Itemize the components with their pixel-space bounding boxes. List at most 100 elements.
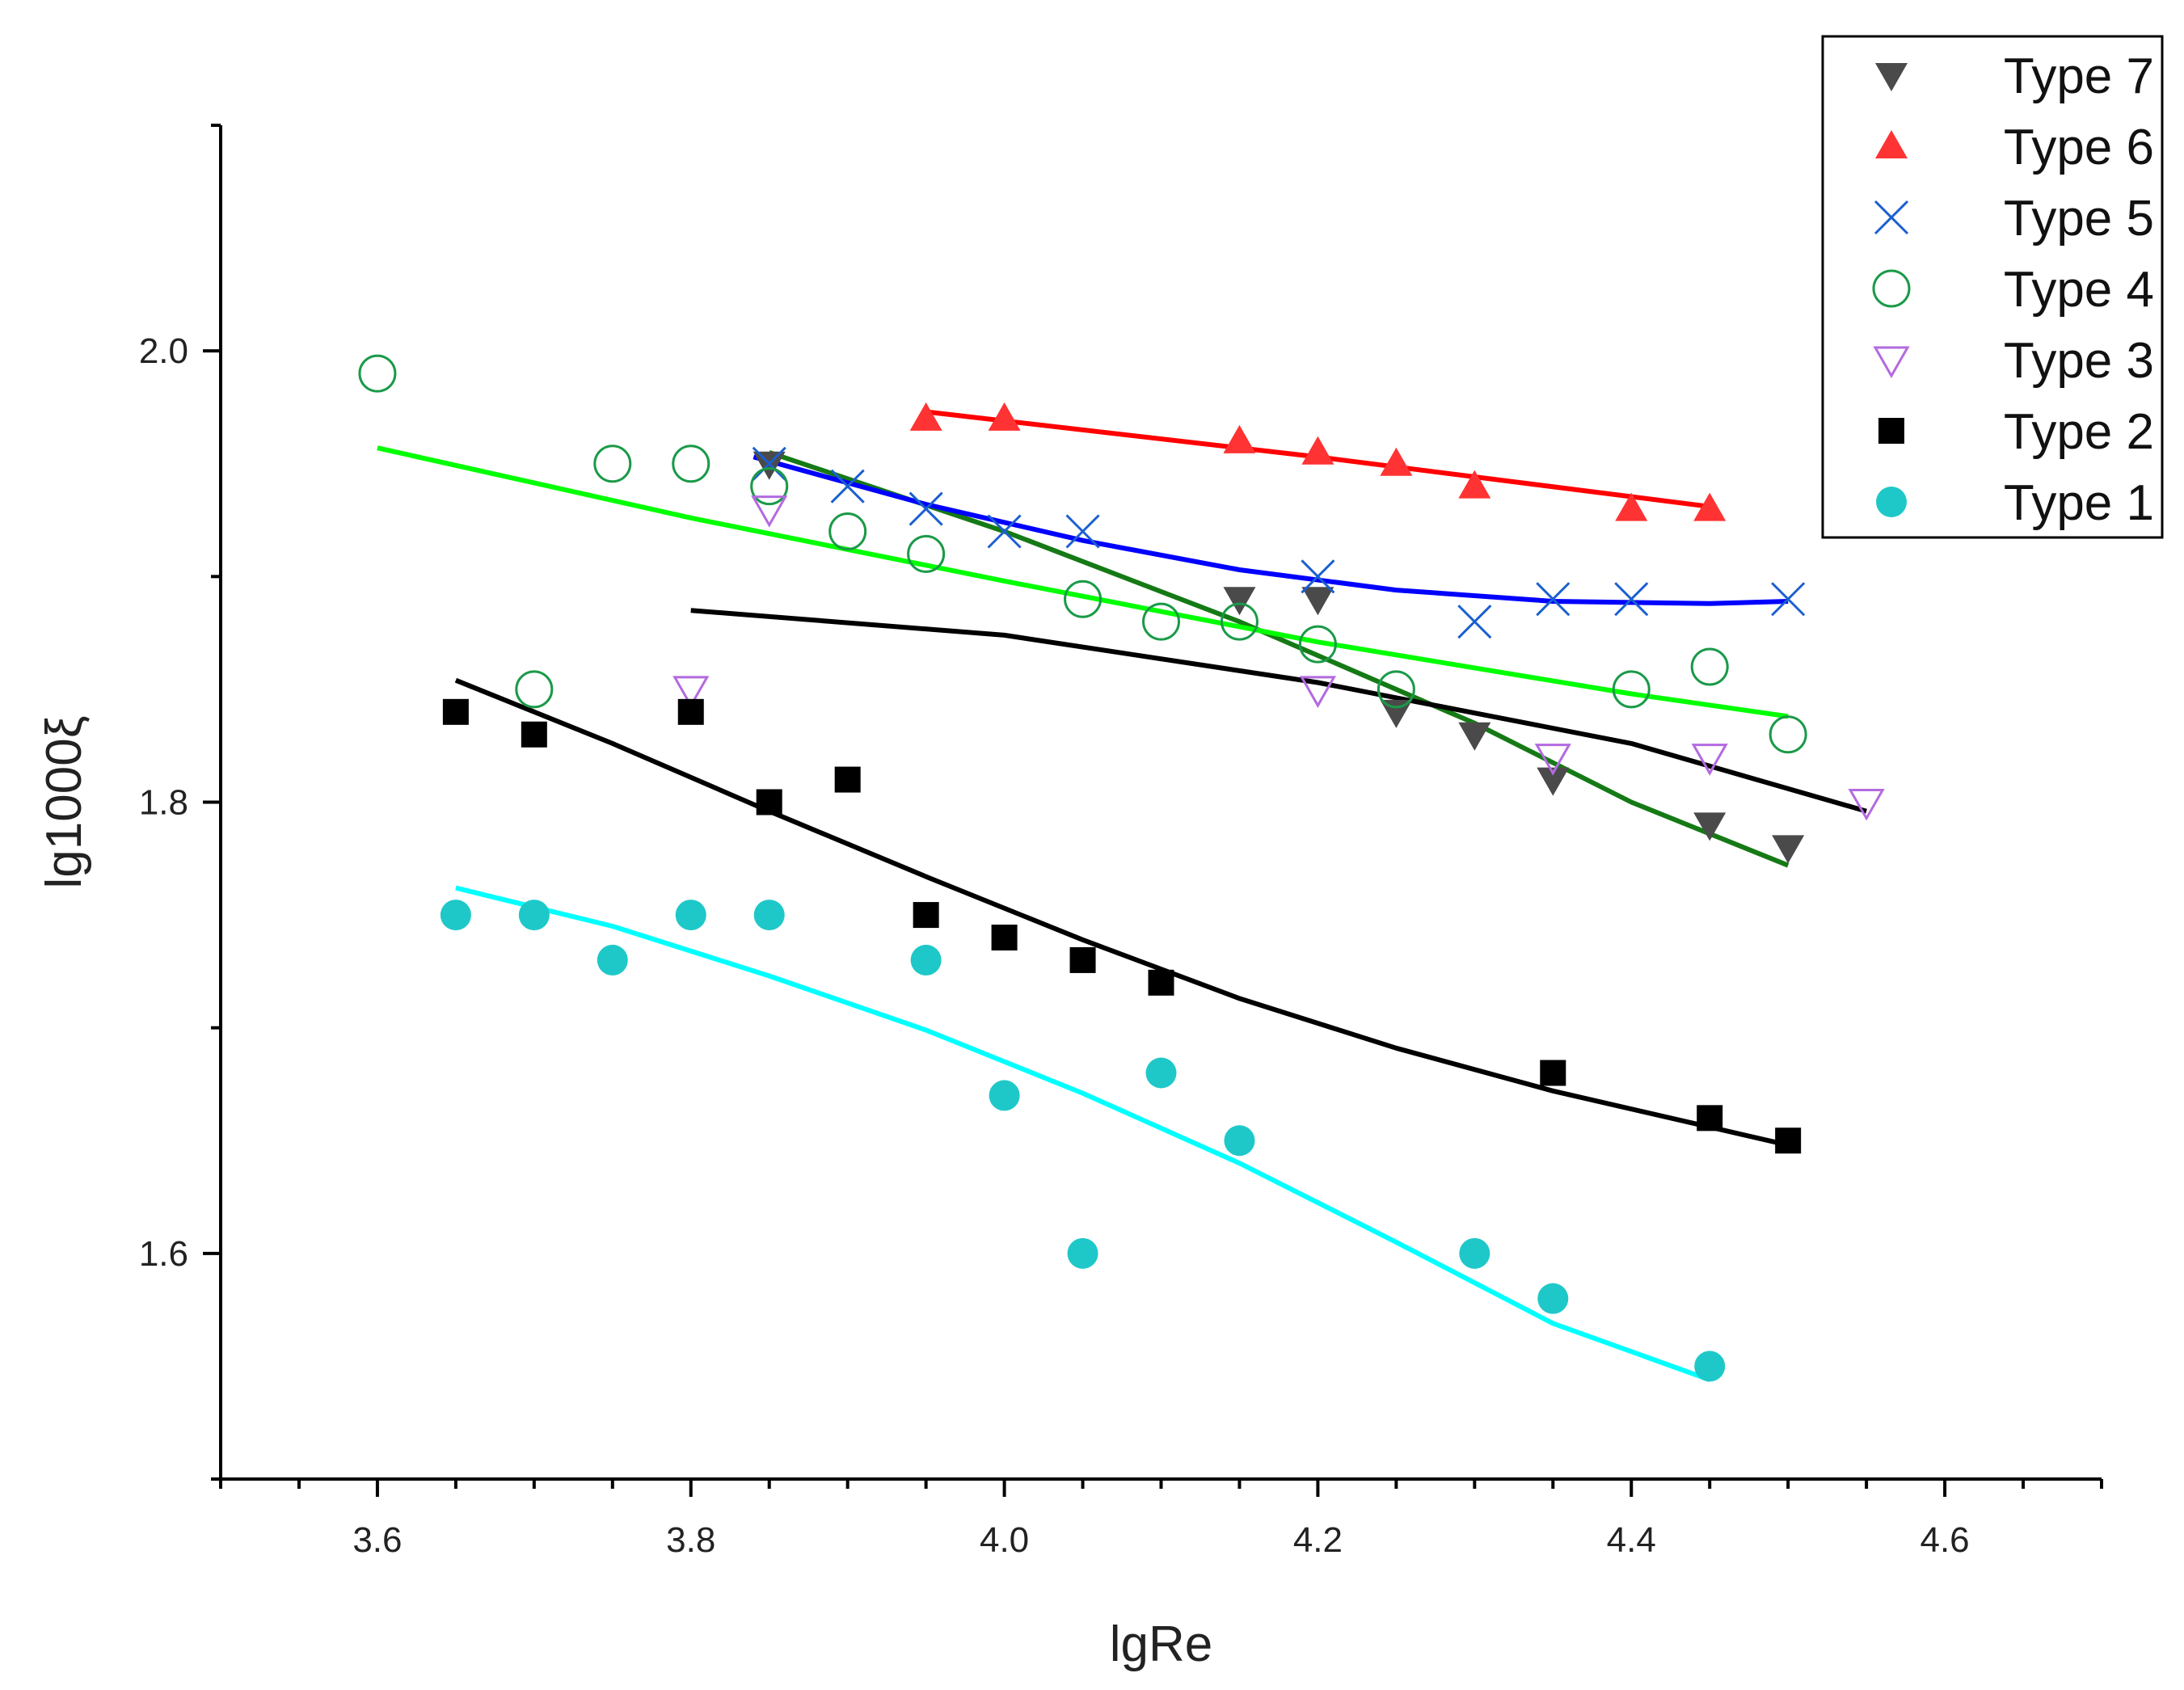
type-2-point xyxy=(834,766,861,793)
type-3-point xyxy=(1299,676,1337,708)
type-6-point xyxy=(1693,492,1727,521)
type-6-point xyxy=(1301,436,1334,465)
legend-marker-type-1 xyxy=(1876,487,1907,517)
legend-marker-type-3 xyxy=(1873,346,1910,379)
type-2-point xyxy=(991,925,1018,950)
y-tick-label: 1.8 xyxy=(139,783,188,823)
type-1-point xyxy=(440,900,471,931)
type-4-point xyxy=(1769,715,1807,754)
y-tick-label: 2.0 xyxy=(139,331,188,371)
type-3-point xyxy=(672,676,710,708)
type-4-point xyxy=(1142,602,1180,641)
legend: Type 7 Type 6 Type 5 Type 4 Type 3 Type 2 Type… xyxy=(1821,35,2164,539)
type-5-point xyxy=(752,446,786,481)
type-1-point xyxy=(1224,1125,1255,1157)
type-5-point xyxy=(1301,559,1335,594)
type-2-point xyxy=(1697,1105,1723,1132)
type-6-point xyxy=(1615,492,1648,521)
legend-marker-type-2 xyxy=(1878,418,1904,444)
y-axis-title: lg1000ξ xyxy=(36,716,92,889)
type-4-point xyxy=(672,445,710,483)
type-4-point xyxy=(1220,602,1259,641)
type-1-point xyxy=(597,944,628,976)
type-5-point xyxy=(1536,582,1571,617)
type-1-point xyxy=(518,900,550,931)
legend-label-type-1: Type 1 xyxy=(2004,475,2154,531)
legend-label-type-5: Type 5 xyxy=(2004,191,2154,247)
type-5-point xyxy=(1457,605,1492,639)
type-2-point xyxy=(677,698,704,725)
type-7-point xyxy=(1380,699,1413,728)
x-tick-label: 4.2 xyxy=(1293,1520,1343,1560)
type-4-point xyxy=(515,670,554,709)
legend-label-type-7: Type 7 xyxy=(2004,48,2154,104)
type-2-fit-line xyxy=(454,677,1789,1148)
type-5-point xyxy=(987,514,1022,549)
type-7-point xyxy=(1537,767,1570,796)
type-5-point xyxy=(1771,582,1806,617)
type-6-point xyxy=(909,402,942,431)
type-7-point xyxy=(1772,835,1805,864)
type-6-point xyxy=(1380,447,1413,476)
type-2-point xyxy=(913,902,939,929)
type-1-point xyxy=(1459,1237,1490,1269)
legend-label-type-3: Type 3 xyxy=(2004,333,2154,389)
type-1-point xyxy=(1537,1283,1569,1314)
type-4-point xyxy=(1612,670,1651,709)
type-4-point xyxy=(358,354,397,393)
type-6-point xyxy=(1458,470,1491,499)
fit-lines xyxy=(377,409,1867,1383)
type-4-point xyxy=(593,445,632,483)
x-tick-label: 3.6 xyxy=(352,1520,402,1560)
type-4-point xyxy=(907,534,946,573)
type-7-point xyxy=(1301,587,1334,616)
type-3-point xyxy=(1691,744,1728,776)
type-5-point xyxy=(830,469,865,504)
x-tick-label: 4.6 xyxy=(1920,1520,1969,1560)
type-2-point xyxy=(521,721,547,748)
type-7-point xyxy=(1458,722,1491,751)
type-1-fit-line xyxy=(455,885,1711,1383)
x-tick-label: 3.8 xyxy=(666,1520,715,1560)
type-1-point xyxy=(1067,1237,1098,1269)
x-axis-title: lgRe xyxy=(1110,1616,1213,1672)
type-4-point xyxy=(1377,670,1415,709)
type-4-point xyxy=(1690,647,1729,686)
data-markers xyxy=(358,354,1885,1382)
y-tick-label: 1.6 xyxy=(139,1234,188,1274)
legend-label-type-2: Type 2 xyxy=(2004,404,2154,460)
type-4-point xyxy=(1064,579,1103,618)
type-4-point xyxy=(1298,625,1337,664)
type-2-point xyxy=(756,789,782,815)
type-4-point xyxy=(828,512,867,550)
legend-marker-type-7 xyxy=(1875,63,1908,91)
type-4-point xyxy=(750,467,789,506)
type-1-point xyxy=(989,1080,1020,1111)
legend-label-type-6: Type 6 xyxy=(2004,120,2154,175)
type-7-point xyxy=(1223,587,1256,616)
type-1-point xyxy=(753,900,785,931)
type-3-point xyxy=(1534,744,1571,776)
type-2-point xyxy=(442,698,469,725)
legend-box xyxy=(1821,35,2164,539)
legend-marker-type-4 xyxy=(1872,269,1911,308)
type-6-point xyxy=(1223,424,1256,453)
legend-label-type-4: Type 4 xyxy=(2004,262,2154,318)
type-1-point xyxy=(910,944,942,976)
type-7-point xyxy=(753,451,786,480)
type-1-point xyxy=(1145,1057,1177,1089)
type-7-fit-line xyxy=(768,449,1790,868)
axes: 3.6 3.8 4.0 4.2 4.4 4.6 1.6 1.8 2.0 lgRe lg1000ξ xyxy=(36,124,2103,1672)
type-5-point xyxy=(1065,514,1100,549)
x-tick-label: 4.0 xyxy=(980,1520,1029,1560)
type-5-point xyxy=(1614,582,1649,617)
type-1-point xyxy=(675,900,706,931)
type-6-point xyxy=(988,402,1021,431)
type-3-point xyxy=(751,495,788,528)
type-3-fit-line xyxy=(690,608,1867,814)
type-7-point xyxy=(1693,812,1727,841)
type-3-point xyxy=(1848,789,1885,821)
x-tick-label: 4.4 xyxy=(1607,1520,1656,1560)
type-2-point xyxy=(1540,1060,1566,1086)
